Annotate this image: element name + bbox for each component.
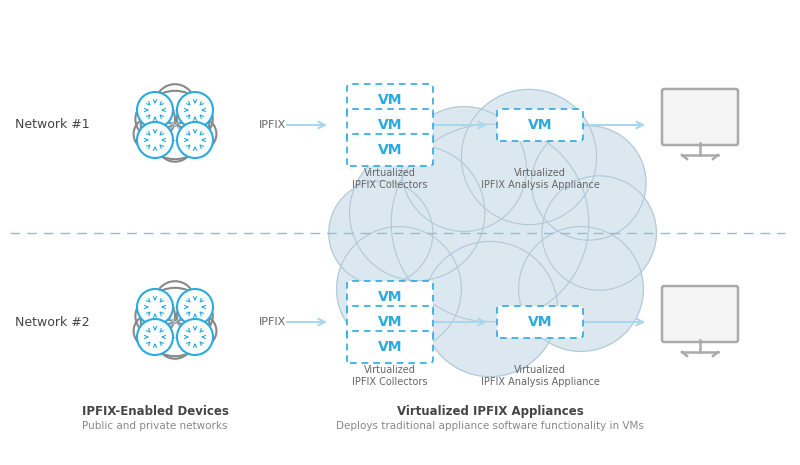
- Circle shape: [134, 315, 166, 347]
- Circle shape: [402, 106, 526, 232]
- Circle shape: [155, 281, 195, 321]
- Text: Virtualized IPFIX Appliances: Virtualized IPFIX Appliances: [397, 405, 583, 418]
- FancyBboxPatch shape: [347, 281, 433, 313]
- FancyBboxPatch shape: [347, 134, 433, 166]
- FancyBboxPatch shape: [347, 84, 433, 116]
- Circle shape: [135, 99, 175, 139]
- Circle shape: [137, 92, 173, 128]
- Text: VM: VM: [378, 118, 402, 132]
- Text: Public and private networks: Public and private networks: [82, 421, 228, 431]
- Circle shape: [137, 289, 173, 325]
- Circle shape: [531, 126, 646, 240]
- Circle shape: [542, 176, 657, 290]
- Circle shape: [337, 226, 462, 352]
- Circle shape: [391, 124, 589, 322]
- Text: VM: VM: [378, 93, 402, 107]
- FancyBboxPatch shape: [347, 109, 433, 141]
- Circle shape: [135, 296, 175, 336]
- Text: IPFIX: IPFIX: [258, 120, 286, 130]
- Circle shape: [350, 146, 485, 280]
- Text: VM: VM: [378, 290, 402, 304]
- Circle shape: [184, 118, 216, 150]
- Circle shape: [157, 126, 193, 162]
- Circle shape: [184, 315, 216, 347]
- FancyBboxPatch shape: [497, 109, 583, 141]
- FancyBboxPatch shape: [347, 306, 433, 338]
- Text: Virtualized
IPFIX Analysis Appliance: Virtualized IPFIX Analysis Appliance: [481, 168, 599, 190]
- Text: VM: VM: [528, 315, 552, 329]
- Circle shape: [177, 101, 213, 137]
- Text: VM: VM: [378, 143, 402, 157]
- Text: Virtualized
IPFIX Collectors: Virtualized IPFIX Collectors: [352, 168, 428, 190]
- Text: Deploys traditional appliance software functionality in VMs: Deploys traditional appliance software f…: [336, 421, 644, 431]
- Text: Virtualized
IPFIX Analysis Appliance: Virtualized IPFIX Analysis Appliance: [481, 365, 599, 386]
- Circle shape: [141, 288, 210, 356]
- Circle shape: [137, 319, 173, 355]
- Circle shape: [134, 118, 166, 150]
- Text: VM: VM: [528, 118, 552, 132]
- Text: Virtualized
IPFIX Collectors: Virtualized IPFIX Collectors: [352, 365, 428, 386]
- Circle shape: [155, 84, 195, 124]
- Circle shape: [157, 323, 193, 359]
- Text: VM: VM: [378, 315, 402, 329]
- FancyBboxPatch shape: [497, 306, 583, 338]
- Circle shape: [137, 122, 173, 158]
- Circle shape: [177, 319, 213, 355]
- Text: Network #1: Network #1: [15, 119, 90, 132]
- Circle shape: [141, 91, 210, 159]
- Text: Network #2: Network #2: [15, 315, 90, 328]
- Circle shape: [177, 92, 213, 128]
- Text: VM: VM: [378, 340, 402, 354]
- Circle shape: [329, 181, 433, 285]
- Text: IPFIX-Enabled Devices: IPFIX-Enabled Devices: [82, 405, 229, 418]
- Circle shape: [462, 89, 597, 225]
- Circle shape: [177, 298, 213, 334]
- Circle shape: [518, 226, 643, 352]
- Circle shape: [177, 289, 213, 325]
- FancyBboxPatch shape: [347, 331, 433, 363]
- Circle shape: [177, 122, 213, 158]
- FancyBboxPatch shape: [662, 286, 738, 342]
- Circle shape: [422, 241, 558, 377]
- Text: IPFIX: IPFIX: [258, 317, 286, 327]
- FancyBboxPatch shape: [662, 89, 738, 145]
